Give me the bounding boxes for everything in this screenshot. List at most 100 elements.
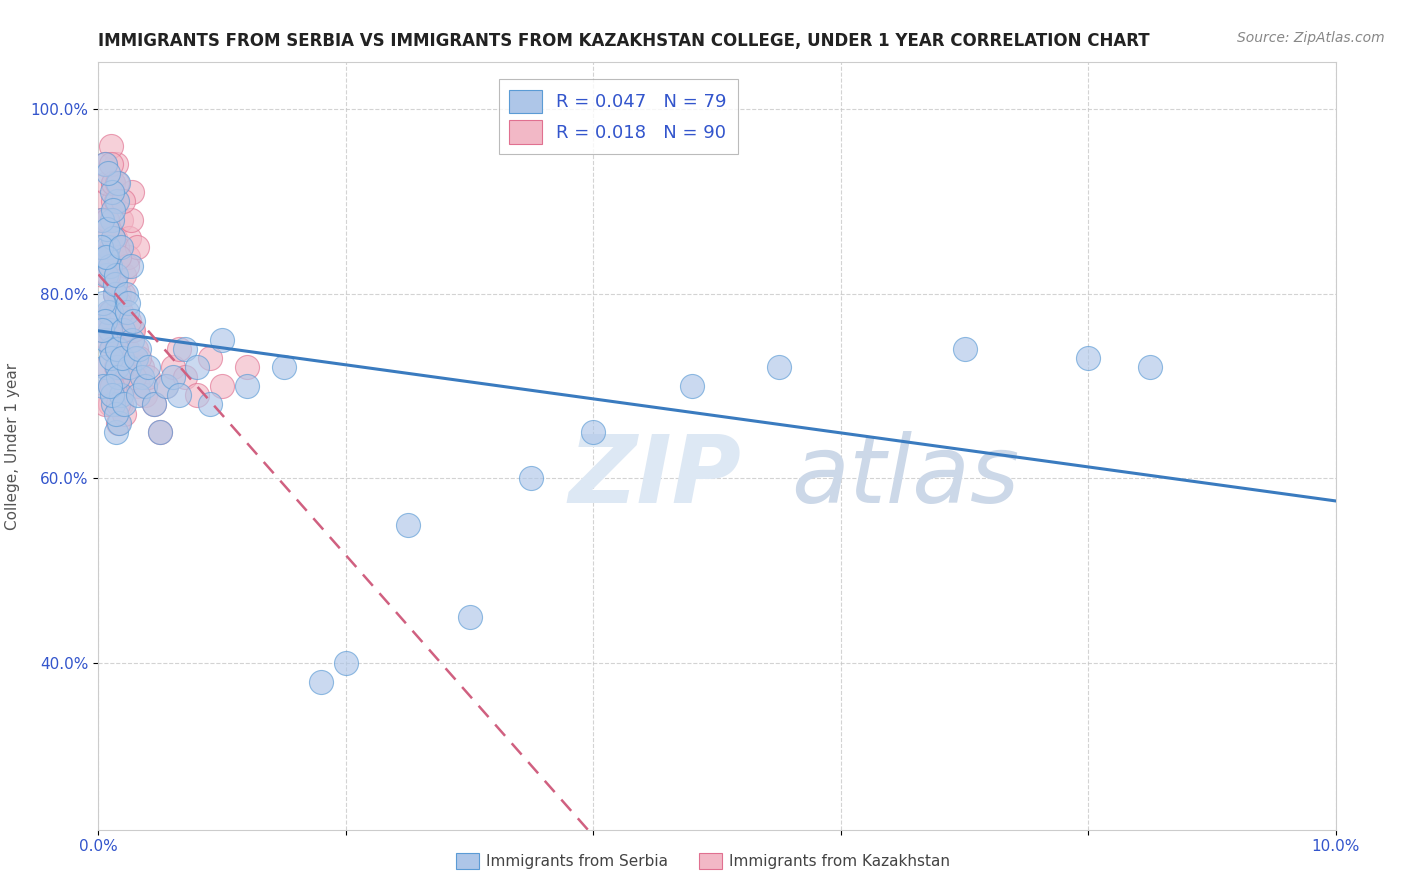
Point xyxy=(111,379,134,393)
Point xyxy=(127,388,149,402)
Point xyxy=(121,323,143,337)
Point xyxy=(458,610,481,624)
Point xyxy=(97,268,120,282)
Text: ZIP: ZIP xyxy=(568,431,741,523)
Point xyxy=(110,240,132,254)
Point xyxy=(143,397,166,411)
Point xyxy=(103,397,125,411)
Point xyxy=(91,323,114,337)
Point xyxy=(128,351,150,366)
Point xyxy=(115,305,138,319)
Point xyxy=(100,138,122,153)
Point xyxy=(105,305,128,319)
Point xyxy=(107,397,129,411)
Point xyxy=(108,416,131,430)
Point xyxy=(110,397,132,411)
Point xyxy=(101,342,124,356)
Point xyxy=(134,379,156,393)
Point xyxy=(91,323,114,337)
Point xyxy=(105,240,128,254)
Point xyxy=(107,379,129,393)
Point xyxy=(108,286,131,301)
Point xyxy=(520,471,543,485)
Point xyxy=(104,407,127,421)
Point xyxy=(120,212,142,227)
Point xyxy=(100,157,122,171)
Point xyxy=(100,240,122,254)
Point xyxy=(104,342,127,356)
Point xyxy=(211,379,233,393)
Point xyxy=(162,369,184,384)
Point xyxy=(105,342,128,356)
Point xyxy=(93,194,115,208)
Point xyxy=(108,250,131,264)
Point xyxy=(117,250,139,264)
Point xyxy=(118,360,141,375)
Point xyxy=(98,379,121,393)
Point xyxy=(136,360,159,375)
Point xyxy=(582,425,605,439)
Point xyxy=(953,342,976,356)
Point xyxy=(101,268,124,282)
Point xyxy=(97,268,120,282)
Point xyxy=(98,323,121,337)
Point xyxy=(103,194,125,208)
Point xyxy=(100,342,122,356)
Point xyxy=(155,379,177,393)
Point xyxy=(96,360,118,375)
Point xyxy=(104,425,127,439)
Point xyxy=(211,333,233,347)
Point xyxy=(105,194,128,208)
Point xyxy=(143,397,166,411)
Point xyxy=(93,314,115,328)
Text: IMMIGRANTS FROM SERBIA VS IMMIGRANTS FROM KAZAKHSTAN COLLEGE, UNDER 1 YEAR CORRE: IMMIGRANTS FROM SERBIA VS IMMIGRANTS FRO… xyxy=(98,32,1150,50)
Point xyxy=(1077,351,1099,366)
Point xyxy=(94,212,117,227)
Point xyxy=(128,342,150,356)
Point xyxy=(94,268,117,282)
Point xyxy=(273,360,295,375)
Point xyxy=(105,360,128,375)
Point xyxy=(93,268,115,282)
Point xyxy=(120,259,142,273)
Point xyxy=(149,425,172,439)
Point xyxy=(103,277,125,292)
Point xyxy=(107,369,129,384)
Point xyxy=(96,212,118,227)
Point xyxy=(90,212,112,227)
Point xyxy=(112,286,135,301)
Point xyxy=(115,342,138,356)
Point xyxy=(96,222,118,236)
Point xyxy=(309,674,332,689)
Point xyxy=(111,360,134,375)
Point xyxy=(93,157,115,171)
Point xyxy=(90,240,112,254)
Point xyxy=(91,250,114,264)
Point xyxy=(100,351,122,366)
Point xyxy=(124,351,146,366)
Point xyxy=(122,314,145,328)
Point xyxy=(186,360,208,375)
Point xyxy=(101,212,124,227)
Point xyxy=(124,369,146,384)
Point xyxy=(114,360,136,375)
Point xyxy=(105,379,128,393)
Point xyxy=(104,360,127,375)
Point xyxy=(112,407,135,421)
Point xyxy=(93,397,115,411)
Point xyxy=(131,360,153,375)
Point xyxy=(1139,360,1161,375)
Point xyxy=(100,305,122,319)
Point xyxy=(236,379,259,393)
Point xyxy=(112,323,135,337)
Point xyxy=(335,656,357,670)
Point xyxy=(94,333,117,347)
Point xyxy=(112,397,135,411)
Point xyxy=(112,194,135,208)
Point xyxy=(110,212,132,227)
Point xyxy=(124,342,146,356)
Point xyxy=(136,369,159,384)
Point xyxy=(108,295,131,310)
Point xyxy=(93,379,115,393)
Point xyxy=(121,333,143,347)
